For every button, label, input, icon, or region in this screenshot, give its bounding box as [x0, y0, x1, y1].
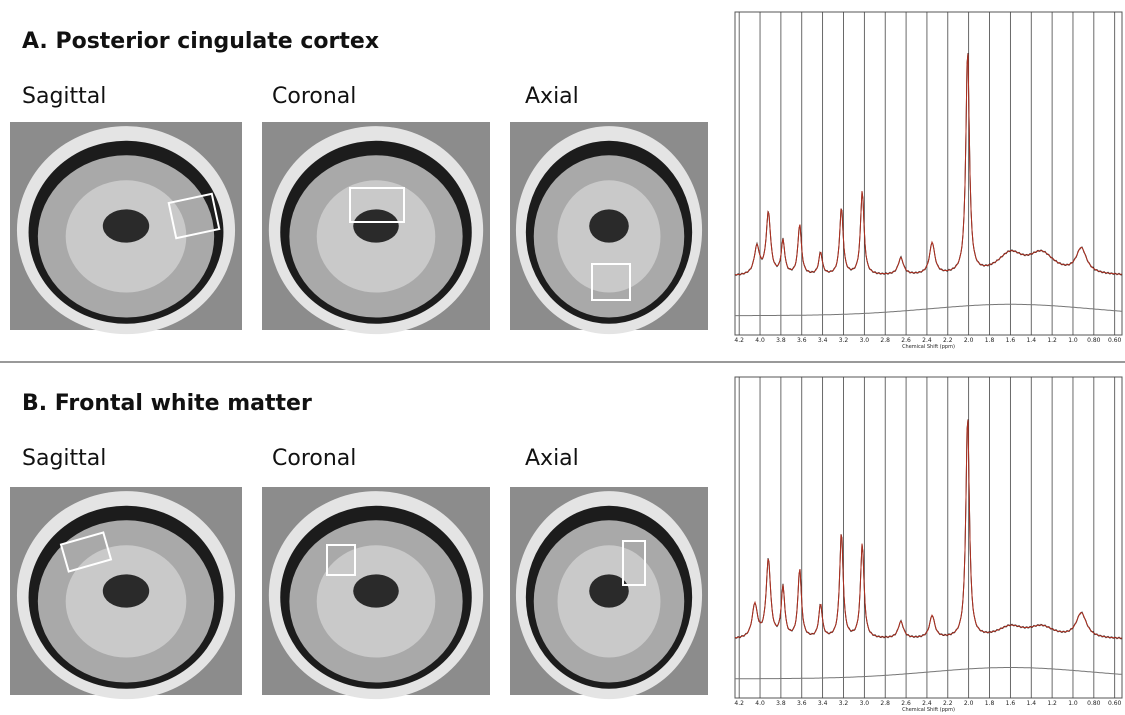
mri-ventricle — [589, 209, 629, 242]
view-label: Axial — [525, 446, 579, 471]
mri-ventricle — [353, 209, 399, 242]
x-tick-label: 3.8 — [776, 337, 786, 344]
x-tick-label: 2.8 — [880, 337, 890, 344]
x-tick-label: 3.4 — [818, 337, 828, 344]
x-tick-label: 2.2 — [943, 700, 953, 707]
x-tick-label: 1.4 — [1026, 700, 1036, 707]
x-tick-label: 1.2 — [1047, 700, 1057, 707]
x-tick-label: 3.0 — [860, 337, 870, 344]
mri-image — [510, 487, 708, 699]
x-tick-label: 2.2 — [943, 337, 953, 344]
x-tick-label: 3.4 — [818, 700, 828, 707]
x-tick-label: 3.6 — [797, 700, 807, 707]
mri-ventricle — [103, 209, 149, 242]
view-label: Axial — [525, 84, 579, 109]
x-tick-label: 1.2 — [1047, 337, 1057, 344]
mri-ventricle — [353, 574, 399, 607]
x-tick-label: 2.0 — [964, 700, 974, 707]
x-tick-label: 4.0 — [755, 337, 765, 344]
x-tick-label: 3.8 — [776, 700, 786, 707]
x-tick-label: 0.80 — [1087, 700, 1101, 707]
mri-image — [510, 122, 708, 334]
x-axis-label: Chemical Shift (ppm) — [902, 707, 955, 713]
x-tick-label: 3.2 — [839, 700, 849, 707]
x-tick-label: 2.4 — [922, 700, 932, 707]
x-tick-label: 1.8 — [985, 337, 995, 344]
mri-image — [262, 487, 490, 699]
view-label: Coronal — [272, 446, 356, 471]
x-tick-label: 2.6 — [901, 700, 911, 707]
view-label: Sagittal — [22, 84, 106, 109]
x-tick-label: 3.2 — [839, 337, 849, 344]
x-tick-label: 1.8 — [985, 700, 995, 707]
x-tick-label: 1.0 — [1068, 337, 1078, 344]
mri-image — [10, 487, 242, 699]
x-tick-label: 0.80 — [1087, 337, 1101, 344]
x-tick-label: 4.0 — [755, 700, 765, 707]
x-tick-label: 3.0 — [860, 700, 870, 707]
x-tick-label: 2.6 — [901, 337, 911, 344]
view-label: Sagittal — [22, 446, 106, 471]
x-tick-label: 0.60 — [1108, 700, 1122, 707]
x-tick-label: 2.4 — [922, 337, 932, 344]
x-tick-label: 1.4 — [1026, 337, 1036, 344]
mri-image — [262, 122, 490, 334]
spectrum-frame — [735, 377, 1122, 698]
x-tick-label: 2.8 — [880, 700, 890, 707]
x-tick-label: 3.6 — [797, 337, 807, 344]
spectrum-frame — [735, 12, 1122, 335]
x-tick-label: 0.60 — [1108, 337, 1122, 344]
x-tick-label: 4.2 — [734, 337, 744, 344]
panel-title: B. Frontal white matter — [22, 391, 312, 416]
x-tick-label: 1.6 — [1006, 337, 1016, 344]
x-axis-label: Chemical Shift (ppm) — [902, 344, 955, 350]
mri-ventricle — [103, 574, 149, 607]
mri-image — [10, 122, 242, 334]
x-tick-label: 2.0 — [964, 337, 974, 344]
panel-title: A. Posterior cingulate cortex — [22, 29, 379, 54]
x-tick-label: 1.0 — [1068, 700, 1078, 707]
x-tick-label: 1.6 — [1006, 700, 1016, 707]
view-label: Coronal — [272, 84, 356, 109]
x-tick-label: 4.2 — [734, 700, 744, 707]
figure: A. Posterior cingulate cortex Sagittal Cor… — [0, 0, 1125, 715]
